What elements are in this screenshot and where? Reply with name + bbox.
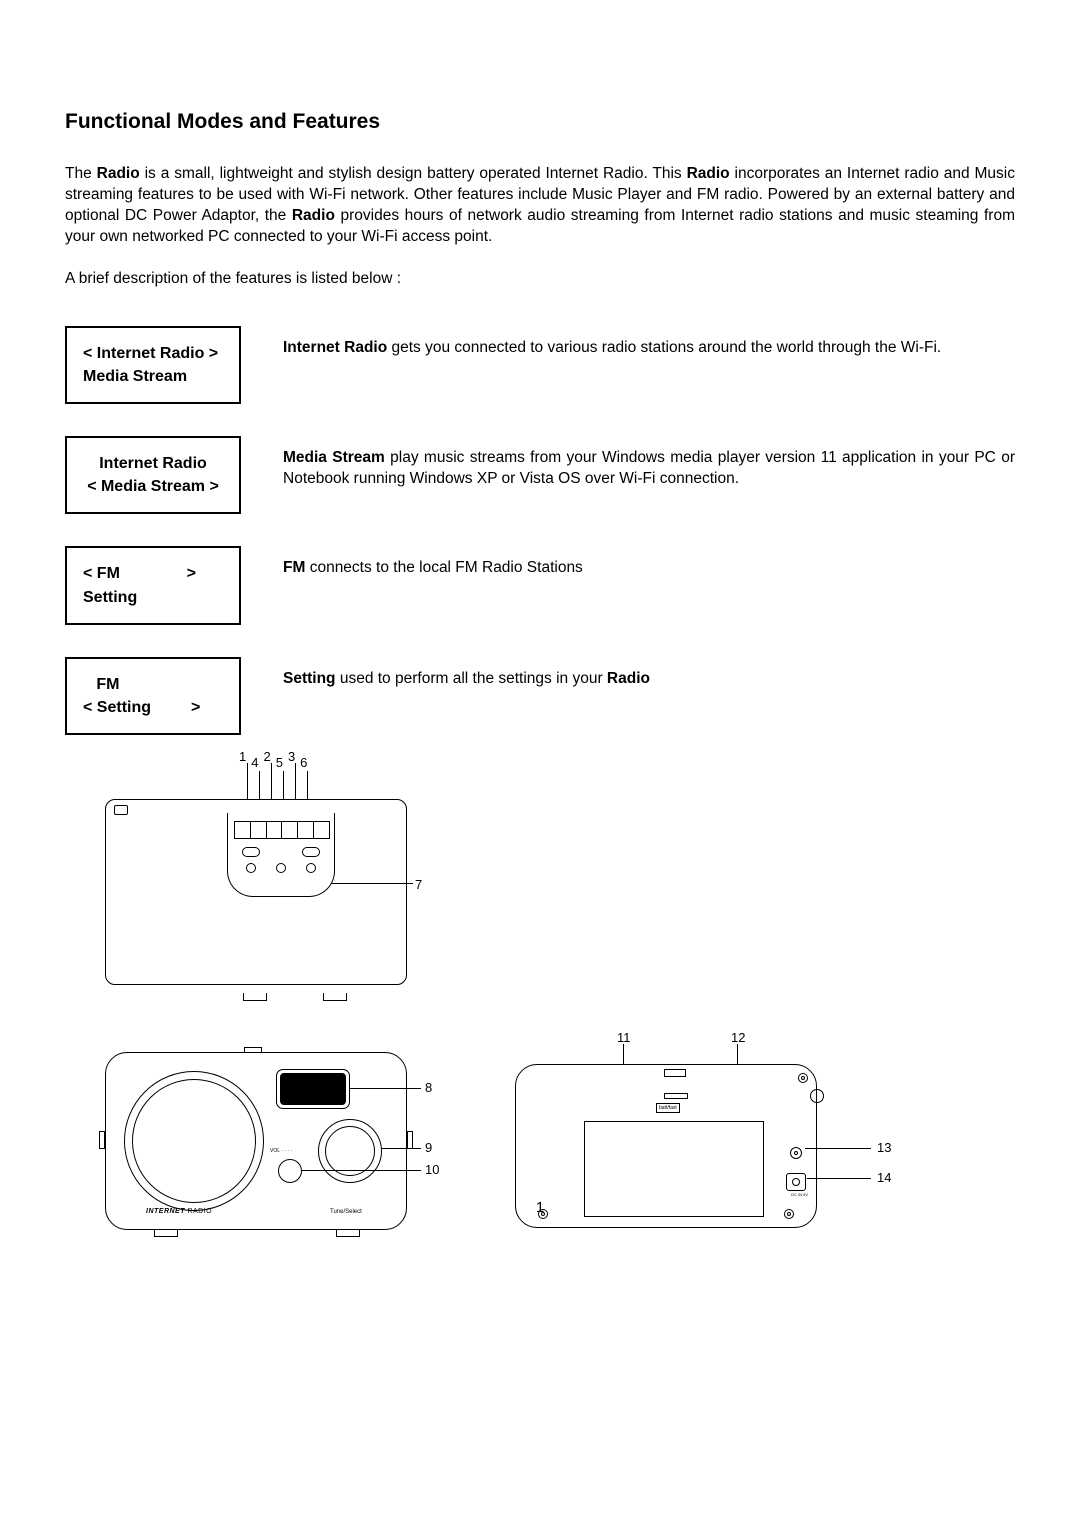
side-tab: [407, 1131, 413, 1149]
feature-desc-text: play music streams from your Windows med…: [283, 449, 1015, 487]
feature-box-line: Media Stream: [83, 365, 223, 388]
feature-desc-bold: Internet Radio: [283, 339, 387, 356]
callout-line: [805, 1148, 871, 1149]
preset-buttons-row: [234, 821, 330, 839]
intro-bold: Radio: [292, 207, 335, 224]
intro-paragraph: The Radio is a small, lightweight and st…: [65, 164, 1015, 248]
feature-desc-text: gets you connected to various radio stat…: [387, 339, 941, 356]
control-panel: [227, 813, 335, 897]
callout-num: 6: [300, 755, 307, 770]
dc-label: DC IN 9V: [791, 1193, 808, 1197]
diagram-back-view: 11 12 batt/fast DC IN 9V: [505, 1040, 925, 1240]
callout-num-9: 9: [425, 1140, 432, 1155]
callout-num-11: 11: [617, 1030, 631, 1045]
feature-box-line: < FM >: [83, 562, 223, 585]
feature-desc: Internet Radio gets you connected to var…: [283, 326, 1015, 359]
feature-box-internet-radio: < Internet Radio > Media Stream: [65, 326, 241, 404]
antenna-mount: [810, 1089, 824, 1103]
callout-num-14: 14: [877, 1170, 891, 1185]
feature-desc: Media Stream play music streams from you…: [283, 436, 1015, 490]
feature-desc-bold: Setting: [283, 670, 336, 687]
foot: [243, 993, 267, 1001]
brand-label: INTERNET RADIO: [146, 1208, 212, 1215]
feature-desc-bold: FM: [283, 559, 305, 576]
feature-desc-text: used to perform all the settings in your: [336, 670, 607, 687]
feature-box-line: < Internet Radio >: [83, 342, 223, 365]
callout-num: 4: [251, 755, 258, 770]
feature-box-fm: < FM > Setting: [65, 546, 241, 624]
feature-row: Internet Radio < Media Stream > Media St…: [65, 436, 1015, 514]
foot: [154, 1230, 178, 1237]
callout-line: [331, 883, 413, 884]
battery-label: batt/fast: [656, 1103, 680, 1113]
callout-num: 1: [239, 749, 246, 764]
latch: [664, 1093, 688, 1099]
feature-desc-text: connects to the local FM Radio Stations: [305, 559, 582, 576]
dc-jack: [786, 1173, 806, 1191]
feature-desc-bold: Media Stream: [283, 449, 385, 466]
radio-front-outline: VOL · · · · INTERNET RADIO Tune/Select: [105, 1052, 407, 1230]
page-number: 1: [536, 1199, 544, 1216]
tune-knob-inner: [325, 1126, 375, 1176]
diagram-front-view: VOL · · · · INTERNET RADIO Tune/Select 8…: [105, 1052, 445, 1252]
battery-cover: [584, 1121, 764, 1217]
sub-intro: A brief description of the features is l…: [65, 270, 1015, 288]
callout-num: 3: [288, 749, 295, 764]
foot: [323, 993, 347, 1001]
headphone-jack-mark: [114, 805, 128, 815]
knob-icon: [276, 863, 286, 873]
feature-box-line: Setting: [83, 586, 223, 609]
callout-line: [381, 1148, 421, 1149]
tune-label: Tune/Select: [330, 1209, 362, 1215]
callout-num: 5: [276, 755, 283, 770]
callout-num-7: 7: [415, 877, 422, 892]
feature-desc-bold: Radio: [607, 670, 650, 687]
feature-desc: Setting used to perform all the settings…: [283, 657, 1015, 690]
volume-knob: [278, 1159, 302, 1183]
intro-text: is a small, lightweight and stylish desi…: [140, 165, 687, 182]
intro-bold: Radio: [687, 165, 730, 182]
callout-num-13: 13: [877, 1140, 891, 1155]
feature-box-media-stream: Internet Radio < Media Stream >: [65, 436, 241, 514]
screw-icon: [798, 1073, 808, 1083]
feature-box-setting: FM < Setting >: [65, 657, 241, 735]
feature-box-line: < Media Stream >: [83, 475, 223, 498]
handle-tab: [244, 1047, 262, 1052]
callout-line: [301, 1170, 421, 1171]
callout-num-12: 12: [731, 1030, 745, 1045]
callout-num-10: 10: [425, 1162, 439, 1177]
feature-desc: FM connects to the local FM Radio Statio…: [283, 546, 1015, 579]
callout-num-8: 8: [425, 1080, 432, 1095]
callout-line: [349, 1088, 421, 1089]
speaker-ring-inner: [132, 1079, 256, 1203]
feature-box-line: Internet Radio: [83, 452, 223, 475]
diagram-top-view: 1 4 2 5 3 6: [105, 767, 441, 992]
pill-button: [302, 847, 320, 857]
intro-bold: Radio: [97, 165, 140, 182]
knob-icon: [246, 863, 256, 873]
side-tab: [99, 1131, 105, 1149]
diagrams-section: 1 4 2 5 3 6: [65, 767, 1015, 1252]
feature-box-line: FM: [83, 673, 223, 696]
headphone-jack: [790, 1147, 802, 1159]
volume-label: VOL · · · ·: [270, 1148, 292, 1154]
feature-row: < Internet Radio > Media Stream Internet…: [65, 326, 1015, 404]
pill-button: [242, 847, 260, 857]
radio-back-outline: batt/fast DC IN 9V: [515, 1064, 817, 1228]
feature-row: FM < Setting > Setting used to perform a…: [65, 657, 1015, 735]
callout-num: 2: [263, 749, 270, 764]
screw-icon: [784, 1209, 794, 1219]
intro-text: The: [65, 165, 97, 182]
feature-box-line: < Setting >: [83, 696, 223, 719]
feature-row: < FM > Setting FM connects to the local …: [65, 546, 1015, 624]
knob-icon: [306, 863, 316, 873]
display-screen: [276, 1069, 350, 1109]
callout-numbers-top: 1 4 2 5 3 6: [238, 749, 308, 764]
clip: [664, 1069, 686, 1077]
foot: [336, 1230, 360, 1237]
callout-line: [807, 1178, 871, 1179]
page-title: Functional Modes and Features: [65, 110, 1015, 134]
